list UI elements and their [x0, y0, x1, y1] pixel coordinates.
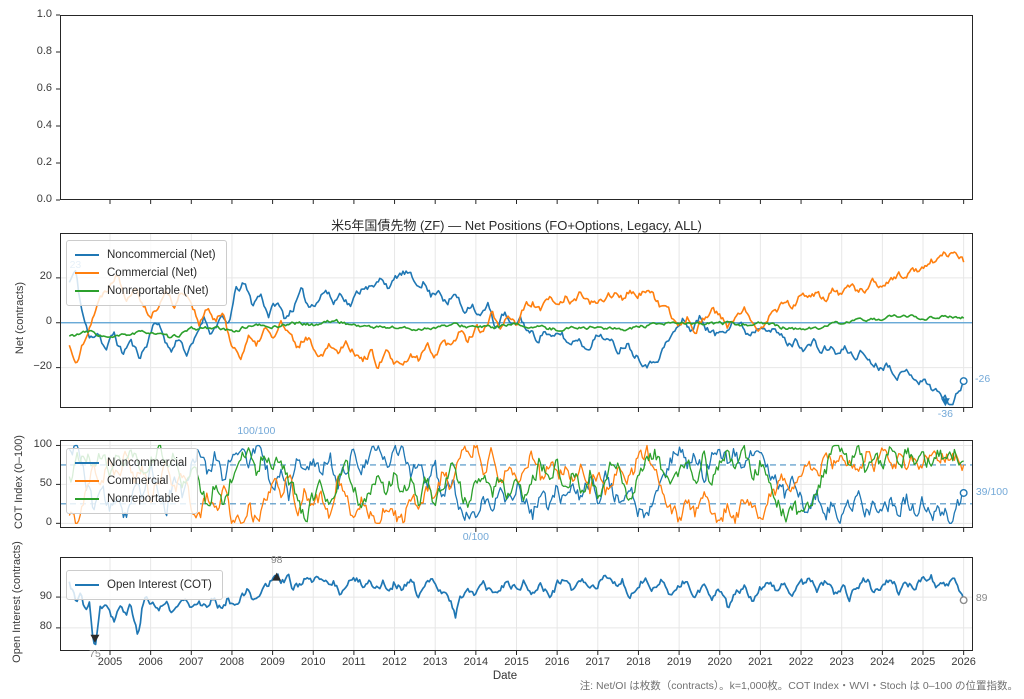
year-label-2026: 2026 [951, 656, 976, 668]
cot-end-marker [959, 488, 968, 497]
net-legend-item: Nonreportable (Net) [75, 282, 216, 300]
oi-legend-item: Open Interest (COT) [75, 576, 212, 594]
oi-legend: Open Interest (COT) [66, 570, 223, 600]
year-label-2021: 2021 [748, 656, 773, 668]
legend-line-swatch [75, 462, 99, 464]
cot-annotation-39/100: 39/100 [975, 485, 1008, 498]
year-label-2005: 2005 [97, 656, 123, 668]
legend-line-swatch [75, 480, 99, 482]
year-label-2009: 2009 [260, 656, 285, 668]
net-annotation--26: -26 [975, 373, 991, 386]
net-min-marker [940, 398, 950, 407]
net-end-marker [959, 377, 968, 386]
year-label-2011: 2011 [342, 656, 366, 668]
oi-ytick-90: 90 [39, 589, 52, 602]
year-label-2012: 2012 [382, 656, 407, 668]
cot-ytick-100: 100 [33, 437, 52, 450]
legend-label: Commercial (Net) [107, 267, 198, 279]
net-annotation--36: -36 [937, 408, 953, 420]
oi-annotation-89: 89 [975, 592, 988, 605]
legend-label: Noncommercial (Net) [107, 249, 216, 261]
oi-annotation-75: 75 [89, 648, 101, 661]
year-label-2017: 2017 [585, 656, 611, 668]
empty-plot-frame [60, 15, 973, 200]
net-plot-frame [60, 233, 973, 408]
xlabel-date: Date [492, 670, 518, 682]
year-label-2016: 2016 [544, 656, 570, 668]
year-label-2020: 2020 [707, 656, 732, 668]
net-ytick-0: 0 [45, 315, 52, 328]
year-label-2007: 2007 [179, 656, 204, 668]
oi-plot-frame [60, 557, 973, 651]
year-label-2014: 2014 [463, 656, 489, 668]
legend-line-swatch [75, 498, 99, 500]
footnote: 注: Net/OI は枚数（contracts）。k=1,000枚。COT In… [579, 680, 1018, 692]
legend-label: Open Interest (COT) [107, 579, 212, 591]
cot-annotation-0/100: 0/100 [462, 531, 489, 543]
legend-line-swatch [75, 584, 99, 586]
empty-ytick-0.8: 0.8 [36, 44, 52, 57]
legend-label: Nonreportable [107, 493, 180, 505]
legend-label: Commercial [107, 475, 169, 487]
cot-ytick-0: 0 [45, 515, 52, 528]
net-legend-item: Noncommercial (Net) [75, 246, 216, 264]
legend-line-swatch [75, 254, 99, 256]
legend-label: Nonreportable (Net) [107, 285, 209, 297]
cot-legend-item: Commercial [75, 472, 187, 490]
net-series-1 [68, 251, 965, 370]
year-label-2010: 2010 [300, 656, 326, 668]
empty-ytick-0.6: 0.6 [36, 81, 52, 94]
net-series-2 [68, 314, 965, 339]
year-label-2024: 2024 [870, 656, 895, 668]
cot-ytick-50: 50 [39, 476, 52, 489]
oi-ytick-80: 80 [39, 620, 52, 633]
oi-min-marker [90, 634, 100, 643]
net-legend-item: Commercial (Net) [75, 264, 216, 282]
legend-label: Noncommercial [107, 457, 187, 469]
year-label-2018: 2018 [626, 656, 651, 668]
legend-line-swatch [75, 272, 99, 274]
year-label-2025: 2025 [910, 656, 936, 668]
empty-ytick-0.0: 0.0 [36, 192, 52, 205]
net-legend: Noncommercial (Net) Commercial (Net) Nonre… [66, 240, 227, 306]
cot-legend-item: Nonreportable [75, 490, 187, 508]
cot-series-2 [68, 444, 964, 523]
year-label-2019: 2019 [666, 656, 692, 668]
net-ytick-−20: −20 [33, 360, 52, 373]
empty-ytick-0.4: 0.4 [36, 118, 52, 131]
cot-plot-frame [60, 440, 973, 528]
cot-legend-item: Noncommercial [75, 454, 187, 472]
empty-ytick-0.2: 0.2 [36, 155, 52, 168]
net-ytick-20: 20 [39, 270, 52, 283]
cot-legend: Noncommercial Commercial Nonreportable [66, 448, 198, 514]
year-label-2013: 2013 [422, 656, 448, 668]
year-label-2006: 2006 [138, 656, 163, 668]
cot-series-0 [68, 444, 964, 524]
net-positions-title: 米5年国債先物 (ZF) — Net Positions (FO+Options… [331, 218, 702, 233]
oi-series-0 [68, 573, 965, 646]
legend-line-swatch [75, 290, 99, 292]
year-label-2022: 2022 [788, 656, 814, 668]
cot-annotation-100/100: 100/100 [237, 425, 276, 437]
year-label-2008: 2008 [219, 656, 245, 668]
oi-annotation-98: 98 [270, 554, 283, 567]
year-label-2023: 2023 [829, 656, 854, 668]
cot-series-1 [68, 444, 965, 524]
empty-ytick-1.0: 1.0 [36, 7, 52, 20]
year-label-2015: 2015 [504, 656, 529, 668]
oi-max-marker [272, 572, 282, 581]
oi-end-marker [959, 596, 968, 605]
